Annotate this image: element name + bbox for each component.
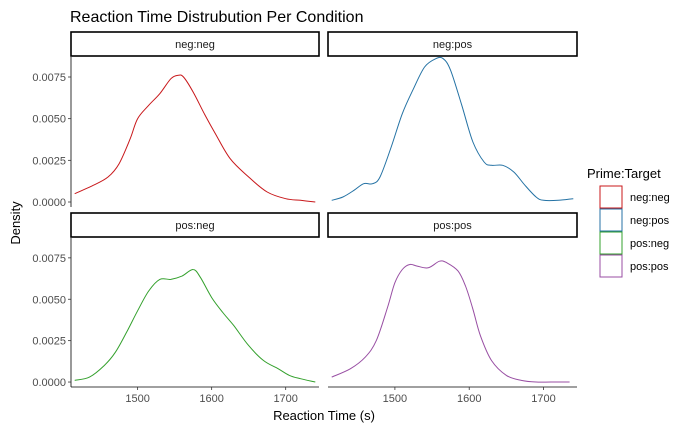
legend-item-pos-neg: pos:neg xyxy=(599,231,669,255)
legend-label-pos-pos: pos:pos xyxy=(630,261,669,273)
legend-label-neg-pos: neg:pos xyxy=(630,215,670,227)
legend-label-pos-neg: pos:neg xyxy=(630,238,669,250)
legend: Prime:Target neg:neg neg:pos pos:neg pos:po… xyxy=(587,166,670,278)
legend-title: Prime:Target xyxy=(587,166,661,181)
legend-key-neg-pos xyxy=(599,208,623,232)
panel-neg-pos: neg:pos xyxy=(327,31,578,202)
strip-pos-neg xyxy=(70,212,320,238)
y-tick-label: 0.0025 xyxy=(32,336,66,348)
strip-label-neg-neg: neg:neg xyxy=(175,39,215,51)
density-line-pos-pos xyxy=(331,260,570,383)
y-tick-label: 0.0025 xyxy=(32,155,66,167)
legend-item-neg-neg: neg:neg xyxy=(599,185,670,209)
y-tick-label: 0.0000 xyxy=(32,377,66,389)
x-tick-label: 1500 xyxy=(383,393,407,405)
panel-pos-neg: pos:neg 0.0000 0.0025 0.0050 0.0075 1500 1600 1… xyxy=(32,212,320,405)
legend-key-pos-neg xyxy=(599,231,623,255)
legend-key-neg-neg xyxy=(599,185,623,209)
legend-item-neg-pos: neg:pos xyxy=(599,208,670,232)
y-tick-label: 0.0075 xyxy=(32,72,66,84)
x-tick-label: 1600 xyxy=(457,393,481,405)
density-line-pos-neg xyxy=(74,269,316,383)
density-line-neg-pos xyxy=(331,56,574,202)
y-tick-label: 0.0050 xyxy=(32,294,66,306)
strip-label-pos-pos: pos:pos xyxy=(433,220,472,232)
strip-label-neg-pos: neg:pos xyxy=(433,39,473,51)
legend-key-pos-pos xyxy=(599,254,623,278)
strip-label-pos-neg: pos:neg xyxy=(175,220,214,232)
facet-panels: neg:neg 0.0000 0.0025 0.0050 0.0075 neg:pos po… xyxy=(32,31,578,405)
strip-neg-neg xyxy=(70,31,320,57)
y-tick-label: 0.0075 xyxy=(32,253,66,265)
strip-pos-pos xyxy=(327,212,578,238)
strip-neg-pos xyxy=(327,31,578,57)
x-tick-label: 1700 xyxy=(273,393,297,405)
x-axis-title: Reaction Time (s) xyxy=(273,408,375,423)
panel-pos-pos: pos:pos 1500 1600 1700 xyxy=(327,212,578,405)
x-tick-label: 1500 xyxy=(125,393,149,405)
legend-item-pos-pos: pos:pos xyxy=(599,254,669,278)
panel-neg-neg: neg:neg 0.0000 0.0025 0.0050 0.0075 xyxy=(32,31,320,209)
chart-title: Reaction Time Distrubution Per Condition xyxy=(70,9,363,26)
legend-items: neg:neg neg:pos pos:neg pos:pos xyxy=(599,185,670,278)
x-tick-label: 1600 xyxy=(199,393,223,405)
y-tick-label: 0.0050 xyxy=(32,114,66,126)
y-tick-label: 0.0000 xyxy=(32,197,66,209)
y-axis-title: Density xyxy=(8,201,23,245)
x-tick-label: 1700 xyxy=(531,393,555,405)
legend-label-neg-neg: neg:neg xyxy=(630,192,670,204)
density-line-neg-neg xyxy=(74,74,316,203)
